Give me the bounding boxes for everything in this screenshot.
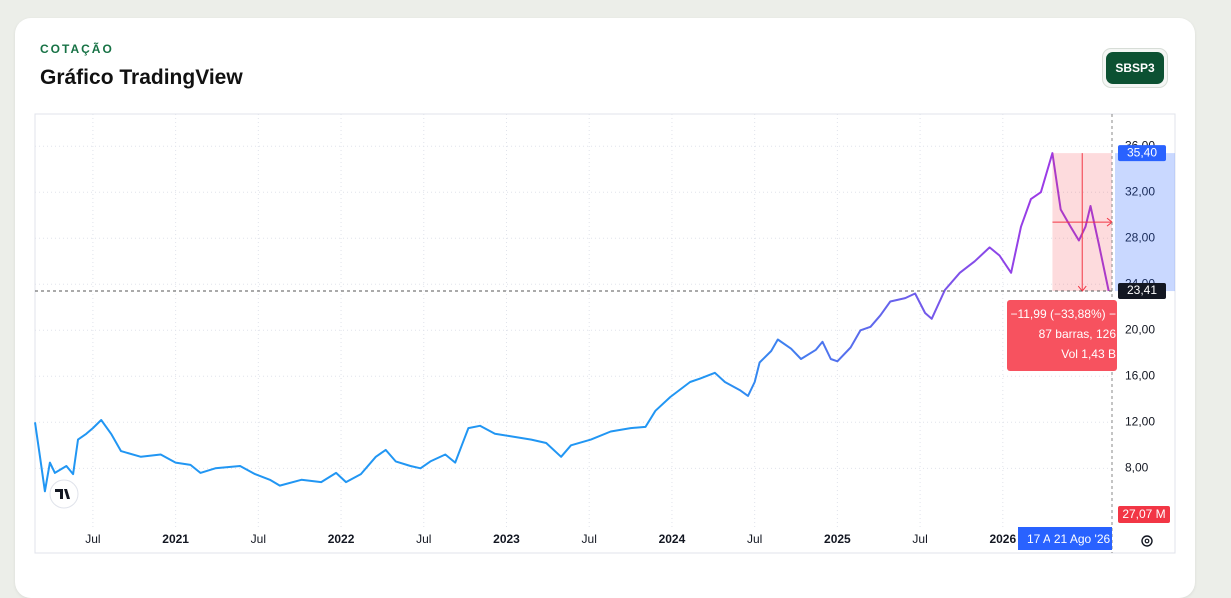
kicker: COTAÇÃO bbox=[40, 42, 114, 56]
settings-icon-center bbox=[1144, 538, 1150, 544]
card-title: Gráfico TradingView bbox=[40, 66, 243, 89]
tv-logo[interactable] bbox=[49, 479, 79, 509]
ticker-badge[interactable]: SBSP3 bbox=[1102, 48, 1168, 88]
x-tick-label: Jul bbox=[747, 532, 762, 546]
time-label: 17 A bbox=[1027, 532, 1051, 546]
x-tick-label: Jul bbox=[85, 532, 100, 546]
price-axis-range bbox=[1115, 153, 1175, 292]
price-line bbox=[34, 152, 1110, 493]
x-tick-label: Jul bbox=[416, 532, 431, 546]
measure-box bbox=[1007, 300, 1117, 371]
tv-logo-mark bbox=[55, 489, 70, 499]
x-tick-label: 2025 bbox=[824, 532, 851, 546]
x-tick-label: 2022 bbox=[328, 532, 355, 546]
x-tick-label: Jul bbox=[251, 532, 266, 546]
chart: Jul 2021 Jul 2022 Jul 2023 Jul 2024 Jul 2025 Jul 20… bbox=[34, 113, 1176, 554]
y-tick-label: 20,00 bbox=[1125, 322, 1155, 336]
x-tick-label: 2021 bbox=[162, 532, 189, 546]
settings-icon[interactable] bbox=[1141, 535, 1153, 547]
time-label: 21 Ago '26 bbox=[1054, 532, 1111, 546]
price-label-box bbox=[1118, 145, 1166, 162]
volume-label: 27,07 M bbox=[1122, 507, 1165, 521]
x-tick-label: Jul bbox=[582, 532, 597, 546]
y-tick-label: 16,00 bbox=[1125, 368, 1155, 382]
x-tick-label: 2023 bbox=[493, 532, 520, 546]
measure-text: 87 barras, 126 bbox=[1039, 327, 1117, 341]
price-label: 23,41 bbox=[1127, 283, 1157, 297]
x-tick-label: Jul bbox=[912, 532, 927, 546]
y-tick-label: 28,00 bbox=[1125, 230, 1155, 244]
x-tick-label: 2024 bbox=[659, 532, 686, 546]
time-label-box bbox=[1050, 527, 1112, 550]
chart-frame bbox=[34, 113, 1176, 554]
volume-label-box bbox=[1118, 506, 1170, 523]
price-label-box-dark bbox=[1118, 283, 1166, 300]
y-tick-label: 32,00 bbox=[1125, 184, 1155, 198]
price-label: 35,40 bbox=[1127, 145, 1157, 159]
y-tick-label: 12,00 bbox=[1125, 414, 1155, 428]
x-tick-label: 2026 bbox=[989, 532, 1016, 546]
page: {"header": {"kicker": "COTAÇÃO", "title"… bbox=[15, 18, 1195, 598]
measure-text: −11,99 (−33,88%) − bbox=[1010, 307, 1116, 321]
measure-text-group: −11,99 (−33,88%) − 87 barras, 126 Vol 1,43… bbox=[1010, 307, 1116, 361]
measure-text: Vol 1,43 B bbox=[1061, 347, 1116, 361]
ticker[interactable]: SBSP3 bbox=[1106, 52, 1164, 84]
y-tick-label: 8,00 bbox=[1125, 461, 1149, 475]
